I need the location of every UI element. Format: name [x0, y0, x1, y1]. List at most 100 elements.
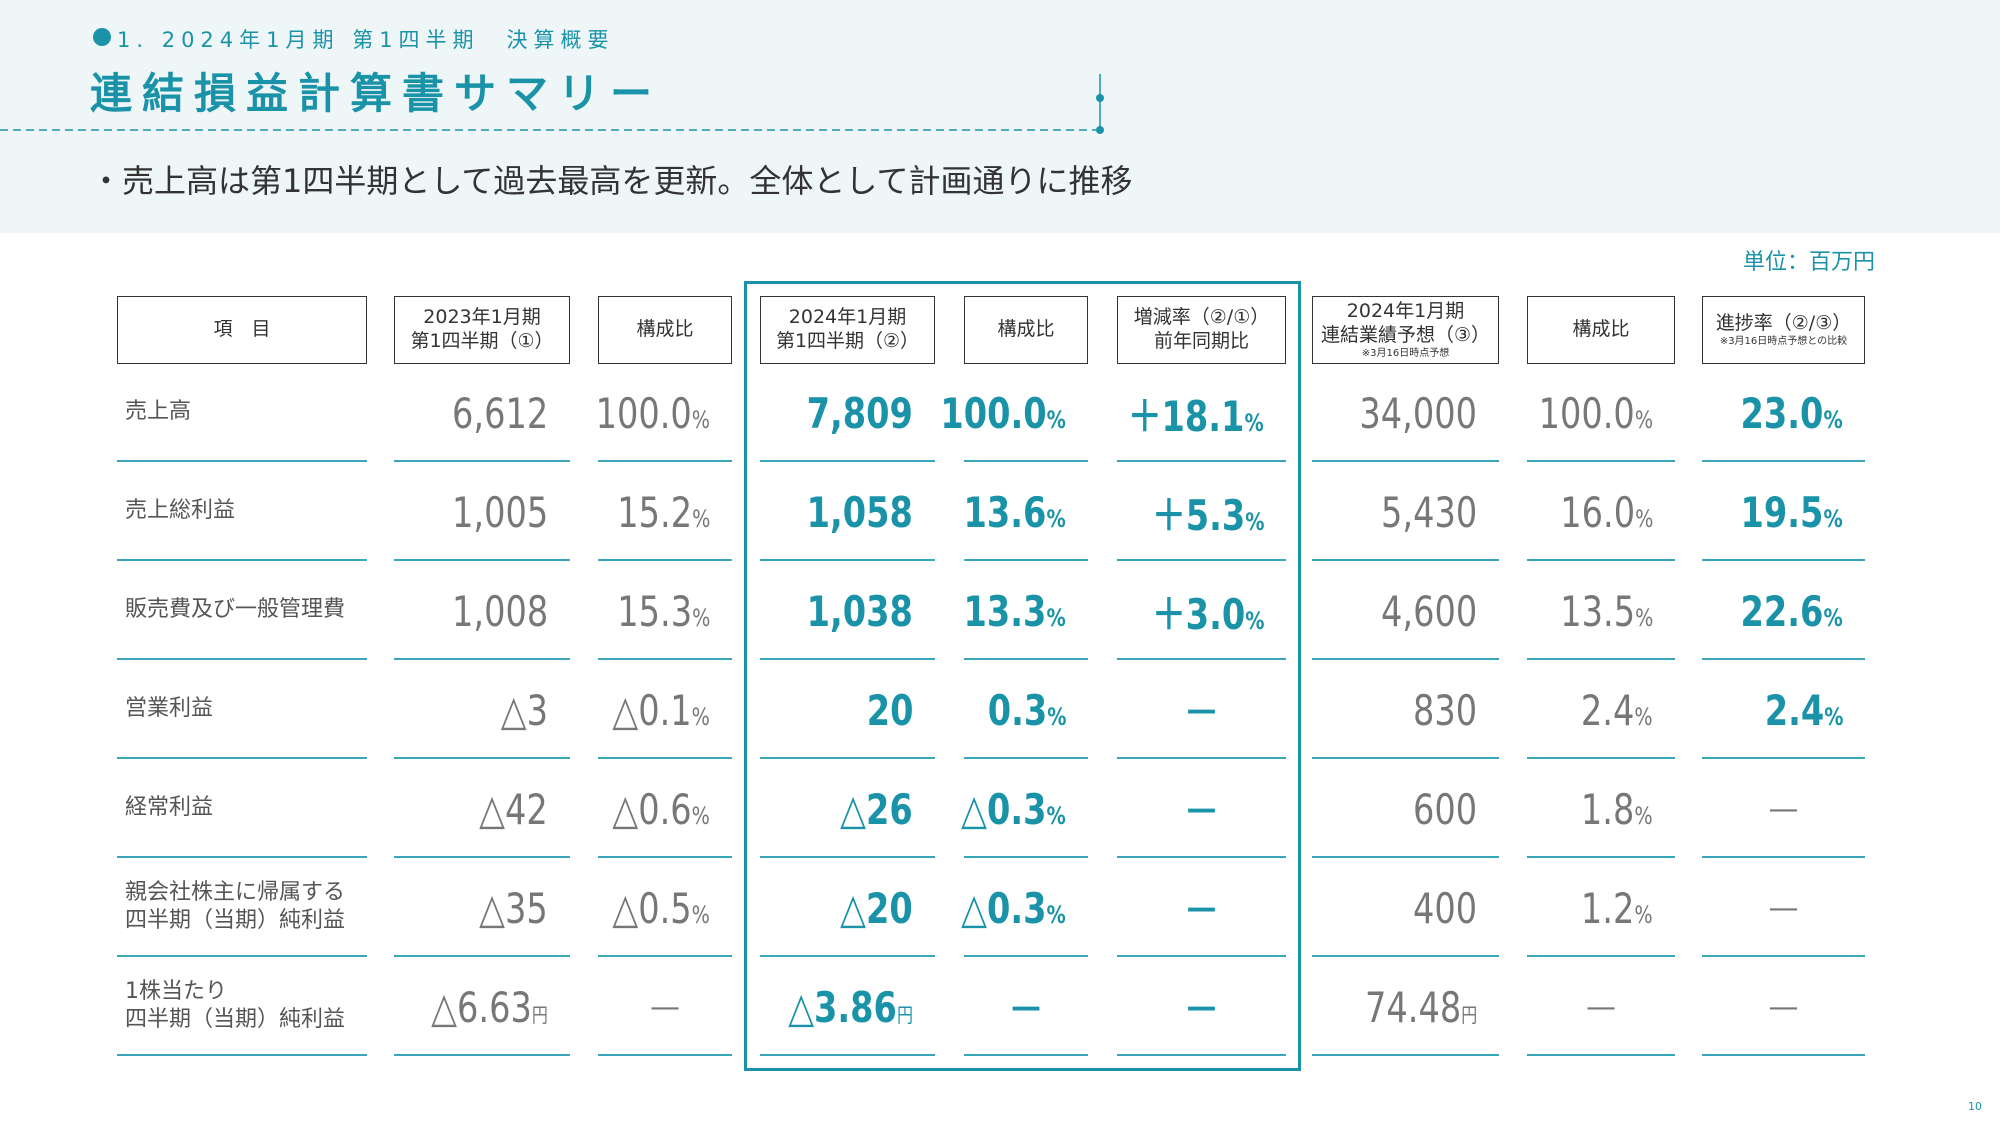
cell-number: △3.86 [788, 983, 897, 1032]
cell-value: 5,430 [1381, 488, 1477, 537]
row-rule [394, 460, 570, 462]
cell-value: 6,612 [452, 389, 548, 438]
table-cell: △6.63円 [394, 958, 570, 1057]
cell-value: 100.0% [1539, 389, 1653, 438]
table-cell: 23.0% [1702, 364, 1865, 463]
header-line: 進捗率（②/③） [1715, 311, 1852, 334]
table-cell: △3.86円 [760, 958, 935, 1057]
cell-unit: % [691, 703, 710, 731]
cell-value: 20 [866, 686, 913, 735]
row-rule [117, 955, 367, 957]
header-decoration [0, 28, 1104, 134]
header-line: 増減率（②/①） [1133, 306, 1270, 329]
table-cell: — [1702, 859, 1865, 958]
cell-number: 6,612 [451, 389, 548, 438]
row-rule [964, 757, 1088, 759]
cell-number: △26 [840, 785, 913, 834]
row-rule [1117, 559, 1286, 561]
cell-unit: % [691, 802, 710, 830]
column-header: 2024年1月期 第1四半期（②） [760, 296, 935, 364]
cell-value: 13.5% [1560, 587, 1653, 636]
cell-value: 2.4% [1581, 686, 1653, 735]
table-cell: 16.0% [1527, 463, 1675, 562]
cell-number: 1,008 [451, 587, 548, 636]
cell-number: — [650, 990, 680, 1025]
row-rule [1312, 658, 1499, 660]
row-rule [760, 757, 935, 759]
cell-number: △6.63 [431, 983, 532, 1032]
cell-unit: % [1823, 406, 1843, 434]
cell-value: 0.3% [987, 686, 1066, 735]
row-rule [394, 757, 570, 759]
row-rule [1527, 460, 1675, 462]
table-cell: 400 [1312, 859, 1499, 958]
table-cell: ＋3.0% [1117, 562, 1286, 661]
header-line: 構成比 [997, 318, 1055, 341]
cell-number: 34,000 [1359, 389, 1477, 438]
row-rule [964, 1054, 1088, 1056]
table-cell: 1,008 [394, 562, 570, 661]
cell-value: 400 [1413, 884, 1477, 933]
row-rule [1312, 856, 1499, 858]
row-label: 経常利益 [125, 760, 375, 855]
cell-unit: 円 [897, 1003, 913, 1027]
cell-number: — [1011, 990, 1041, 1025]
cell-unit: % [1244, 607, 1264, 635]
table-cell: 22.6% [1702, 562, 1865, 661]
cell-value: △42 [479, 785, 548, 834]
header-note: ※3月16日時点予想との比較 [1719, 335, 1848, 347]
column-header: 2024年1月期 連結業績予想（③） ※3月16日時点予想 [1312, 296, 1499, 364]
cell-unit: % [1046, 406, 1066, 434]
table-cell: △3 [394, 661, 570, 760]
cell-unit: % [1823, 505, 1843, 533]
row-rule [760, 559, 935, 561]
row-rule [964, 460, 1088, 462]
cell-value: — [1769, 891, 1799, 926]
cell-unit: % [1046, 505, 1066, 533]
cell-unit: % [1634, 901, 1653, 929]
table-cell: ＋18.1% [1117, 364, 1286, 463]
header-band [0, 0, 2000, 233]
table-cell: 20 [760, 661, 935, 760]
cell-number: △0.3 [961, 884, 1047, 933]
row-label-line: 売上総利益 [125, 497, 236, 523]
cell-unit: % [1634, 802, 1653, 830]
cell-number: 600 [1412, 785, 1477, 834]
table-cell: △0.1% [598, 661, 732, 760]
table-cell: △0.5% [598, 859, 732, 958]
column-header: 構成比 [964, 296, 1088, 364]
cell-number: ＋18.1 [1128, 392, 1245, 441]
cell-number: 100.0 [1538, 389, 1635, 438]
slide-title: 連結損益計算書サマリー [90, 69, 663, 118]
cell-number: 2.4 [1581, 686, 1635, 735]
row-rule [598, 559, 732, 561]
row-rule [760, 856, 935, 858]
cell-value: △20 [840, 884, 913, 933]
header-line: 構成比 [636, 318, 694, 341]
row-rule [117, 658, 367, 660]
table-cell: 6,612 [394, 364, 570, 463]
row-label-line: 販売費及び一般管理費 [125, 596, 346, 622]
table-cell: △0.3% [961, 859, 1088, 958]
header-line: 構成比 [1572, 318, 1630, 341]
table-cell: 1.8% [1527, 760, 1675, 859]
cell-number: 74.48 [1364, 983, 1461, 1032]
header-line: 項 目 [213, 318, 271, 341]
cell-number: △0.5 [612, 884, 692, 933]
cell-value: 74.48円 [1365, 983, 1477, 1032]
cell-number: 1.2 [1581, 884, 1635, 933]
row-rule [598, 856, 732, 858]
row-rule [1527, 559, 1675, 561]
cell-value: △3 [501, 686, 548, 735]
table-cell: — [1702, 958, 1865, 1057]
cell-value: 100.0% [940, 389, 1066, 438]
cell-number: — [1186, 792, 1217, 827]
cell-value: 16.0% [1560, 488, 1653, 537]
header-line: 連結業績予想（③） [1320, 323, 1491, 346]
row-rule [598, 1054, 732, 1056]
row-rule [964, 856, 1088, 858]
header-line: 2024年1月期 [788, 306, 907, 329]
row-rule [117, 460, 367, 462]
cell-number: 4,600 [1380, 587, 1477, 636]
